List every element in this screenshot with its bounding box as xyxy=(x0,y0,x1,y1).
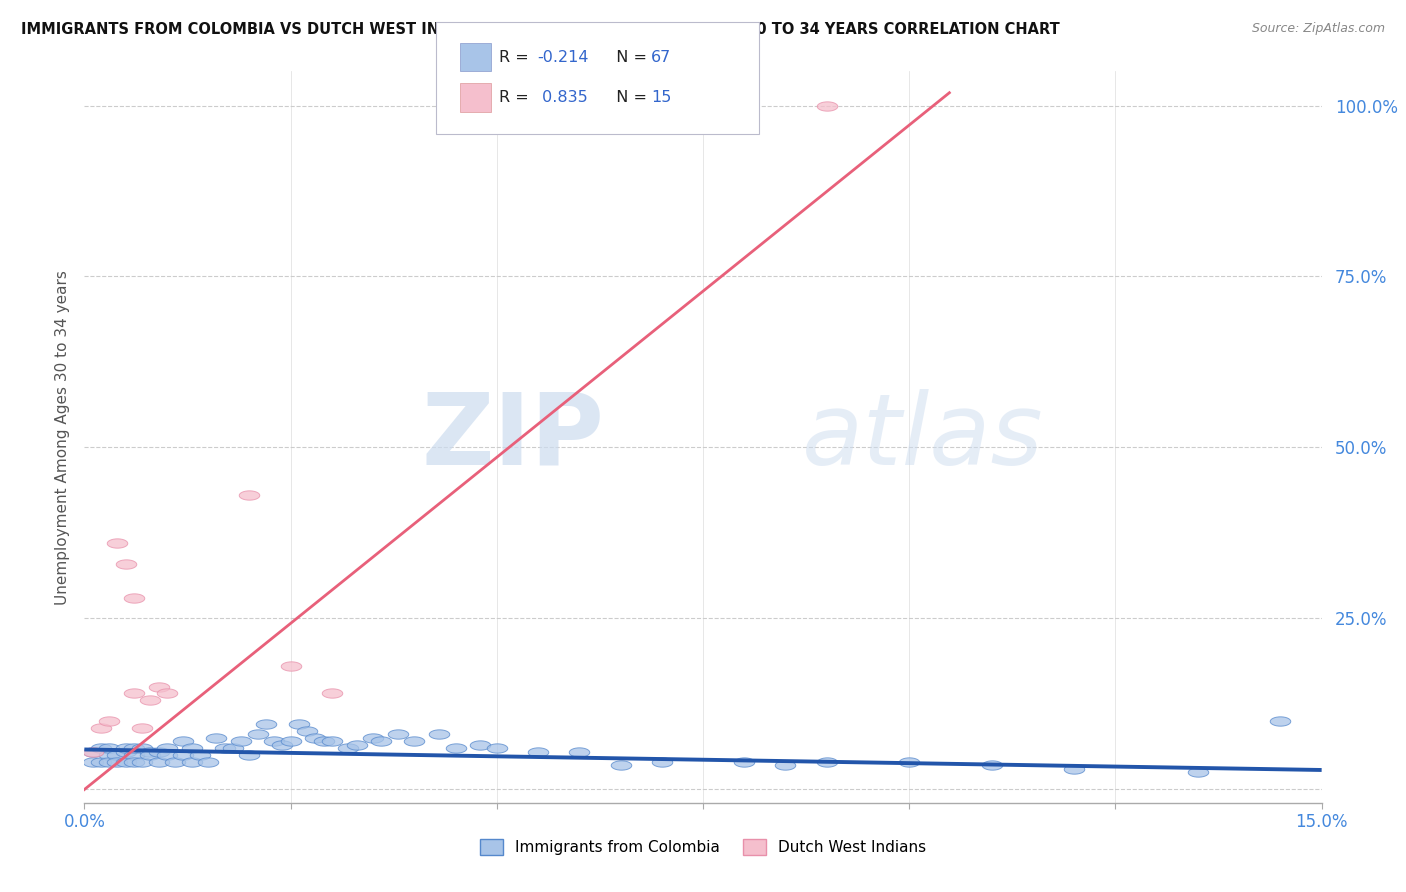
Point xyxy=(131,741,153,756)
Point xyxy=(139,747,162,762)
Text: N =: N = xyxy=(606,90,652,104)
Point xyxy=(114,557,136,571)
Point xyxy=(105,747,128,762)
Point xyxy=(131,755,153,769)
Point xyxy=(165,755,187,769)
Point xyxy=(229,734,252,748)
Text: 15: 15 xyxy=(651,90,671,104)
Point xyxy=(156,741,179,756)
Text: 0.835: 0.835 xyxy=(537,90,588,104)
Point xyxy=(1063,762,1085,776)
Point xyxy=(105,755,128,769)
Point xyxy=(148,755,170,769)
Point xyxy=(980,758,1002,772)
Point xyxy=(1187,765,1209,780)
Point xyxy=(214,741,236,756)
Text: 67: 67 xyxy=(651,50,671,64)
Point xyxy=(90,721,112,735)
Point xyxy=(139,693,162,707)
Point xyxy=(131,721,153,735)
Point xyxy=(122,591,145,605)
Point xyxy=(775,758,797,772)
Point xyxy=(172,734,194,748)
Point xyxy=(148,680,170,694)
Point xyxy=(90,741,112,756)
Y-axis label: Unemployment Among Ages 30 to 34 years: Unemployment Among Ages 30 to 34 years xyxy=(55,269,70,605)
Point xyxy=(280,734,302,748)
Point xyxy=(280,659,302,673)
Point xyxy=(98,741,121,756)
Text: R =: R = xyxy=(499,90,534,104)
Point xyxy=(609,758,631,772)
Point xyxy=(337,741,360,756)
Text: atlas: atlas xyxy=(801,389,1043,485)
Text: ZIP: ZIP xyxy=(422,389,605,485)
Point xyxy=(114,755,136,769)
Point xyxy=(387,727,409,741)
Point xyxy=(815,98,838,112)
Point xyxy=(444,741,467,756)
Point xyxy=(651,755,673,769)
Point xyxy=(271,738,294,752)
Point xyxy=(254,717,277,731)
Point xyxy=(122,686,145,700)
Point xyxy=(105,536,128,550)
Point xyxy=(197,755,219,769)
Point xyxy=(288,717,311,731)
Point xyxy=(90,755,112,769)
Point xyxy=(114,741,136,756)
Text: -0.214: -0.214 xyxy=(537,50,589,64)
Point xyxy=(361,731,384,745)
Point xyxy=(470,738,492,752)
Point xyxy=(238,488,260,502)
Text: N =: N = xyxy=(606,50,652,64)
Point xyxy=(114,745,136,759)
Point xyxy=(122,747,145,762)
Point xyxy=(205,731,228,745)
Point xyxy=(527,745,550,759)
Point xyxy=(304,731,326,745)
Point xyxy=(98,755,121,769)
Point xyxy=(312,734,335,748)
Point xyxy=(815,755,838,769)
Point xyxy=(1270,714,1292,728)
Point xyxy=(82,745,104,759)
Point xyxy=(188,747,211,762)
Point xyxy=(485,741,508,756)
Point xyxy=(568,745,591,759)
Point xyxy=(427,727,450,741)
Point xyxy=(82,745,104,759)
Point xyxy=(222,741,245,756)
Point xyxy=(172,747,194,762)
Text: IMMIGRANTS FROM COLOMBIA VS DUTCH WEST INDIAN UNEMPLOYMENT AMONG AGES 30 TO 34 Y: IMMIGRANTS FROM COLOMBIA VS DUTCH WEST I… xyxy=(21,22,1060,37)
Point xyxy=(148,745,170,759)
Point xyxy=(346,738,368,752)
Point xyxy=(370,734,392,748)
Point xyxy=(139,745,162,759)
Point xyxy=(98,714,121,728)
Point xyxy=(898,755,921,769)
Point xyxy=(98,747,121,762)
Point xyxy=(404,734,426,748)
Point xyxy=(82,755,104,769)
Point xyxy=(122,755,145,769)
Point xyxy=(321,734,343,748)
Legend: Immigrants from Colombia, Dutch West Indians: Immigrants from Colombia, Dutch West Ind… xyxy=(474,833,932,861)
Point xyxy=(246,727,269,741)
Point xyxy=(180,755,202,769)
Point xyxy=(156,747,179,762)
Text: R =: R = xyxy=(499,50,534,64)
Point xyxy=(321,686,343,700)
Text: Source: ZipAtlas.com: Source: ZipAtlas.com xyxy=(1251,22,1385,36)
Point xyxy=(295,724,318,739)
Point xyxy=(180,741,202,756)
Point xyxy=(238,747,260,762)
Point xyxy=(733,755,755,769)
Point xyxy=(122,741,145,756)
Point xyxy=(156,686,179,700)
Point xyxy=(263,734,285,748)
